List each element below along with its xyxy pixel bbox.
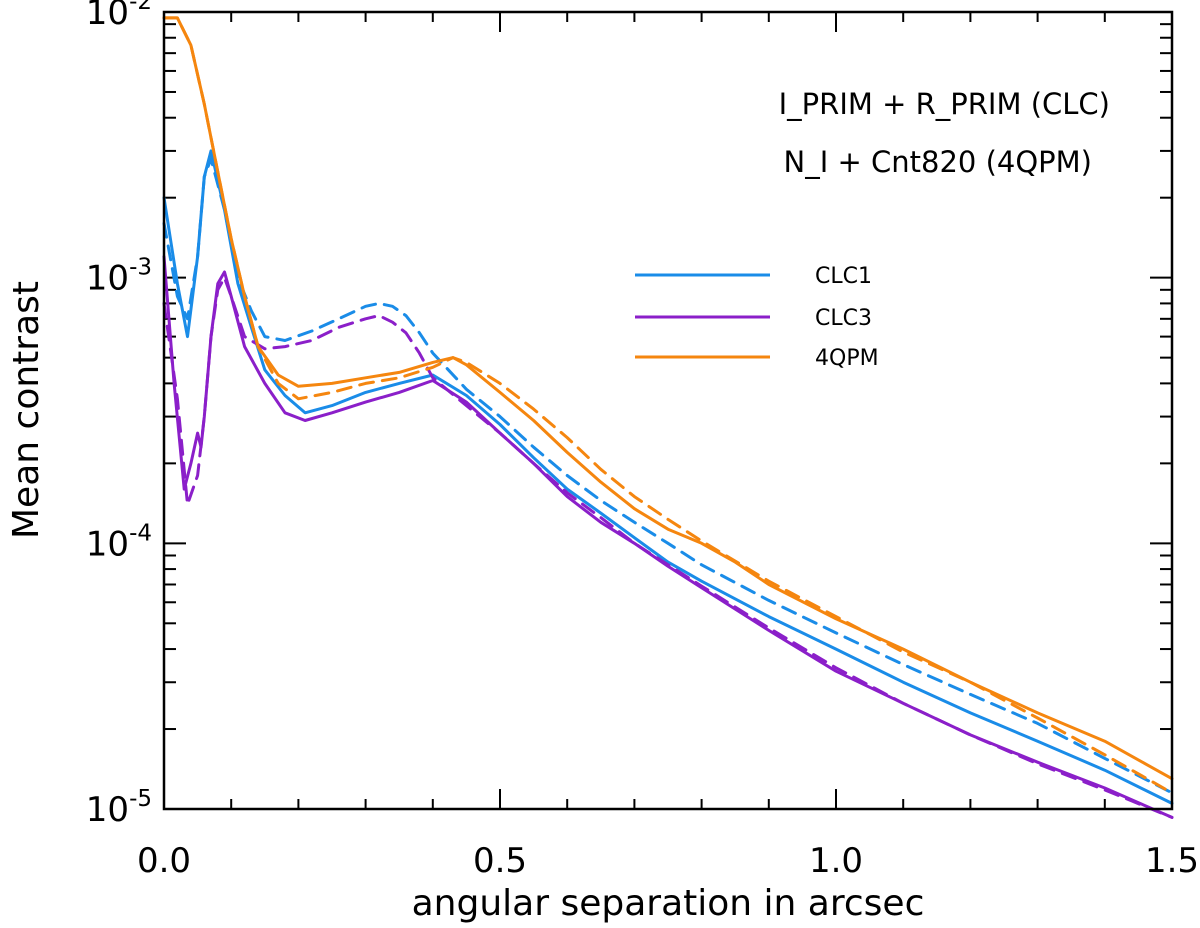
series-line-4qpm	[162, 16, 1174, 781]
y-tick-label: 10-5	[86, 786, 152, 830]
y-tick-label: 10-3	[86, 255, 152, 299]
legend-label-clc1: CLC1	[815, 264, 872, 289]
x-tick-label: 0.5	[473, 841, 527, 881]
legend: CLC1 CLC3 4QPM	[635, 264, 879, 371]
x-axis-title: angular separation in arcsec	[412, 883, 925, 924]
y-tick-label: 10-4	[86, 520, 152, 564]
x-tick-label: 0.0	[137, 841, 191, 881]
y-axis-title: Mean contrast	[6, 281, 47, 539]
series-line-4qpm-dashed	[162, 16, 1174, 795]
annotation-clc: I_PRIM + R_PRIM (CLC)	[779, 87, 1110, 121]
series-layer	[162, 16, 1174, 819]
tick-labels-layer: 0.0 0.5 1.0 1.5 10-5 10-4 10-3 10-2	[86, 0, 1199, 881]
legend-label-4qpm: 4QPM	[815, 346, 879, 371]
x-tick-label: 1.0	[809, 841, 863, 881]
plot-frame	[162, 10, 1174, 811]
annotation-4qpm: N_I + Cnt820 (4QPM)	[784, 145, 1092, 179]
axis-ticks-layer	[163, 11, 1173, 810]
legend-label-clc3: CLC3	[815, 306, 872, 331]
x-tick-label: 1.5	[1145, 841, 1199, 881]
y-tick-label: 10-2	[86, 0, 152, 33]
series-line-clc3-dashed	[162, 276, 1174, 819]
series-line-clc1-dashed	[162, 157, 1174, 795]
